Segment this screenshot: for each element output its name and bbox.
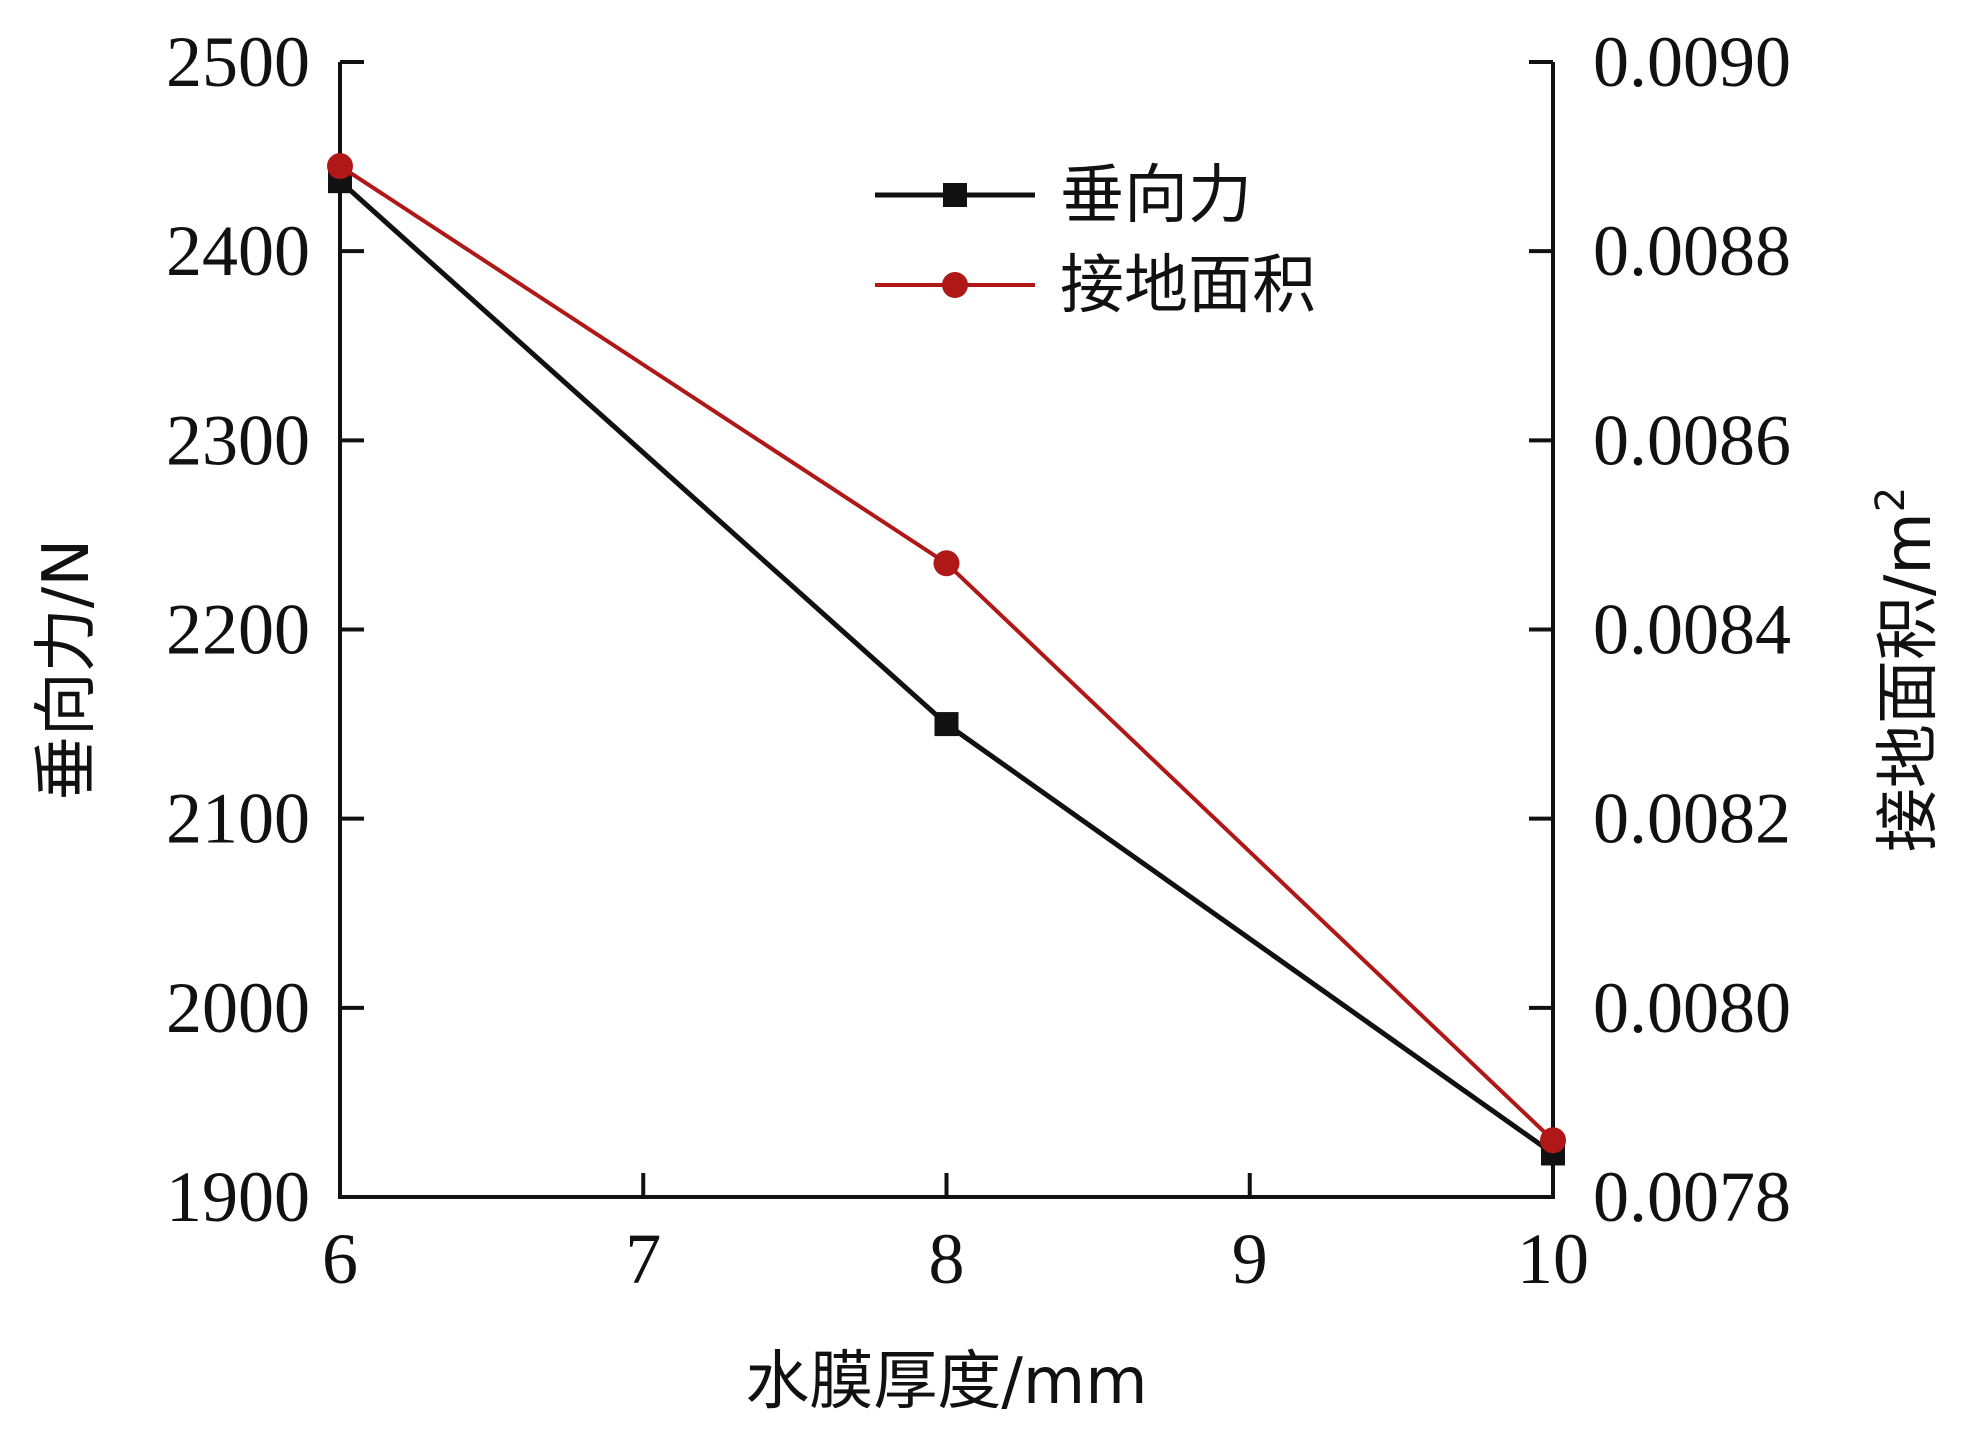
left-y-tick-label: 2500	[166, 22, 310, 102]
legend-item: 垂向力	[875, 159, 1252, 233]
left-y-tick-label: 2300	[166, 400, 310, 480]
x-tick-label: 10	[1517, 1219, 1589, 1299]
x-tick-label: 7	[625, 1219, 661, 1299]
series-layer	[327, 153, 1566, 1166]
x-axis-title: 水膜厚度/mm	[745, 1345, 1147, 1419]
series-1	[328, 169, 1565, 1166]
data-point	[327, 153, 353, 180]
legend-marker	[942, 272, 968, 298]
series-line	[338, 164, 1555, 1142]
left-y-tick-label: 2000	[166, 968, 310, 1048]
x-tick-label: 8	[929, 1219, 965, 1299]
right-y-tick-label: 0.0084	[1593, 590, 1791, 670]
left-y-tick-label: 2100	[166, 779, 310, 859]
left-y-axis-title: 垂向力/N	[30, 539, 104, 800]
series-2	[327, 153, 1566, 1154]
right-y-axis-title-main: 接地面积/m	[1872, 512, 1946, 852]
legend-label: 接地面积	[1060, 249, 1316, 323]
data-point	[1540, 1127, 1566, 1154]
right-y-tick-label: 0.0080	[1593, 968, 1791, 1048]
right-y-axis-title: 接地面积/m2	[1868, 487, 1946, 852]
series-line	[338, 179, 1555, 1156]
left-y-tick-label: 1900	[166, 1157, 310, 1237]
data-point	[933, 550, 960, 577]
legend-marker	[943, 183, 967, 207]
right-y-tick-label: 0.0088	[1593, 211, 1791, 291]
x-tick-label: 9	[1232, 1219, 1268, 1299]
right-y-tick-label: 0.0090	[1593, 22, 1791, 102]
right-y-tick-label: 0.0082	[1593, 779, 1791, 859]
left-y-tick-label: 2400	[166, 211, 310, 291]
right-y-axis-title-text: 接地面积/m2	[1868, 487, 1946, 852]
left-y-tick-label: 2200	[166, 590, 310, 670]
right-y-tick-label: 0.0086	[1593, 400, 1791, 480]
right-y-axis-title-superscript: 2	[1868, 487, 1914, 512]
data-point	[934, 712, 959, 737]
ticks: 1900 2000 2100 2200 2300 2400 2500 0.0078 0.0080…	[166, 22, 1791, 1299]
legend-label: 垂向力	[1060, 159, 1252, 233]
x-tick-label: 6	[322, 1219, 358, 1299]
right-y-tick-label: 0.0078	[1593, 1157, 1791, 1237]
legend-item: 接地面积	[875, 249, 1316, 323]
